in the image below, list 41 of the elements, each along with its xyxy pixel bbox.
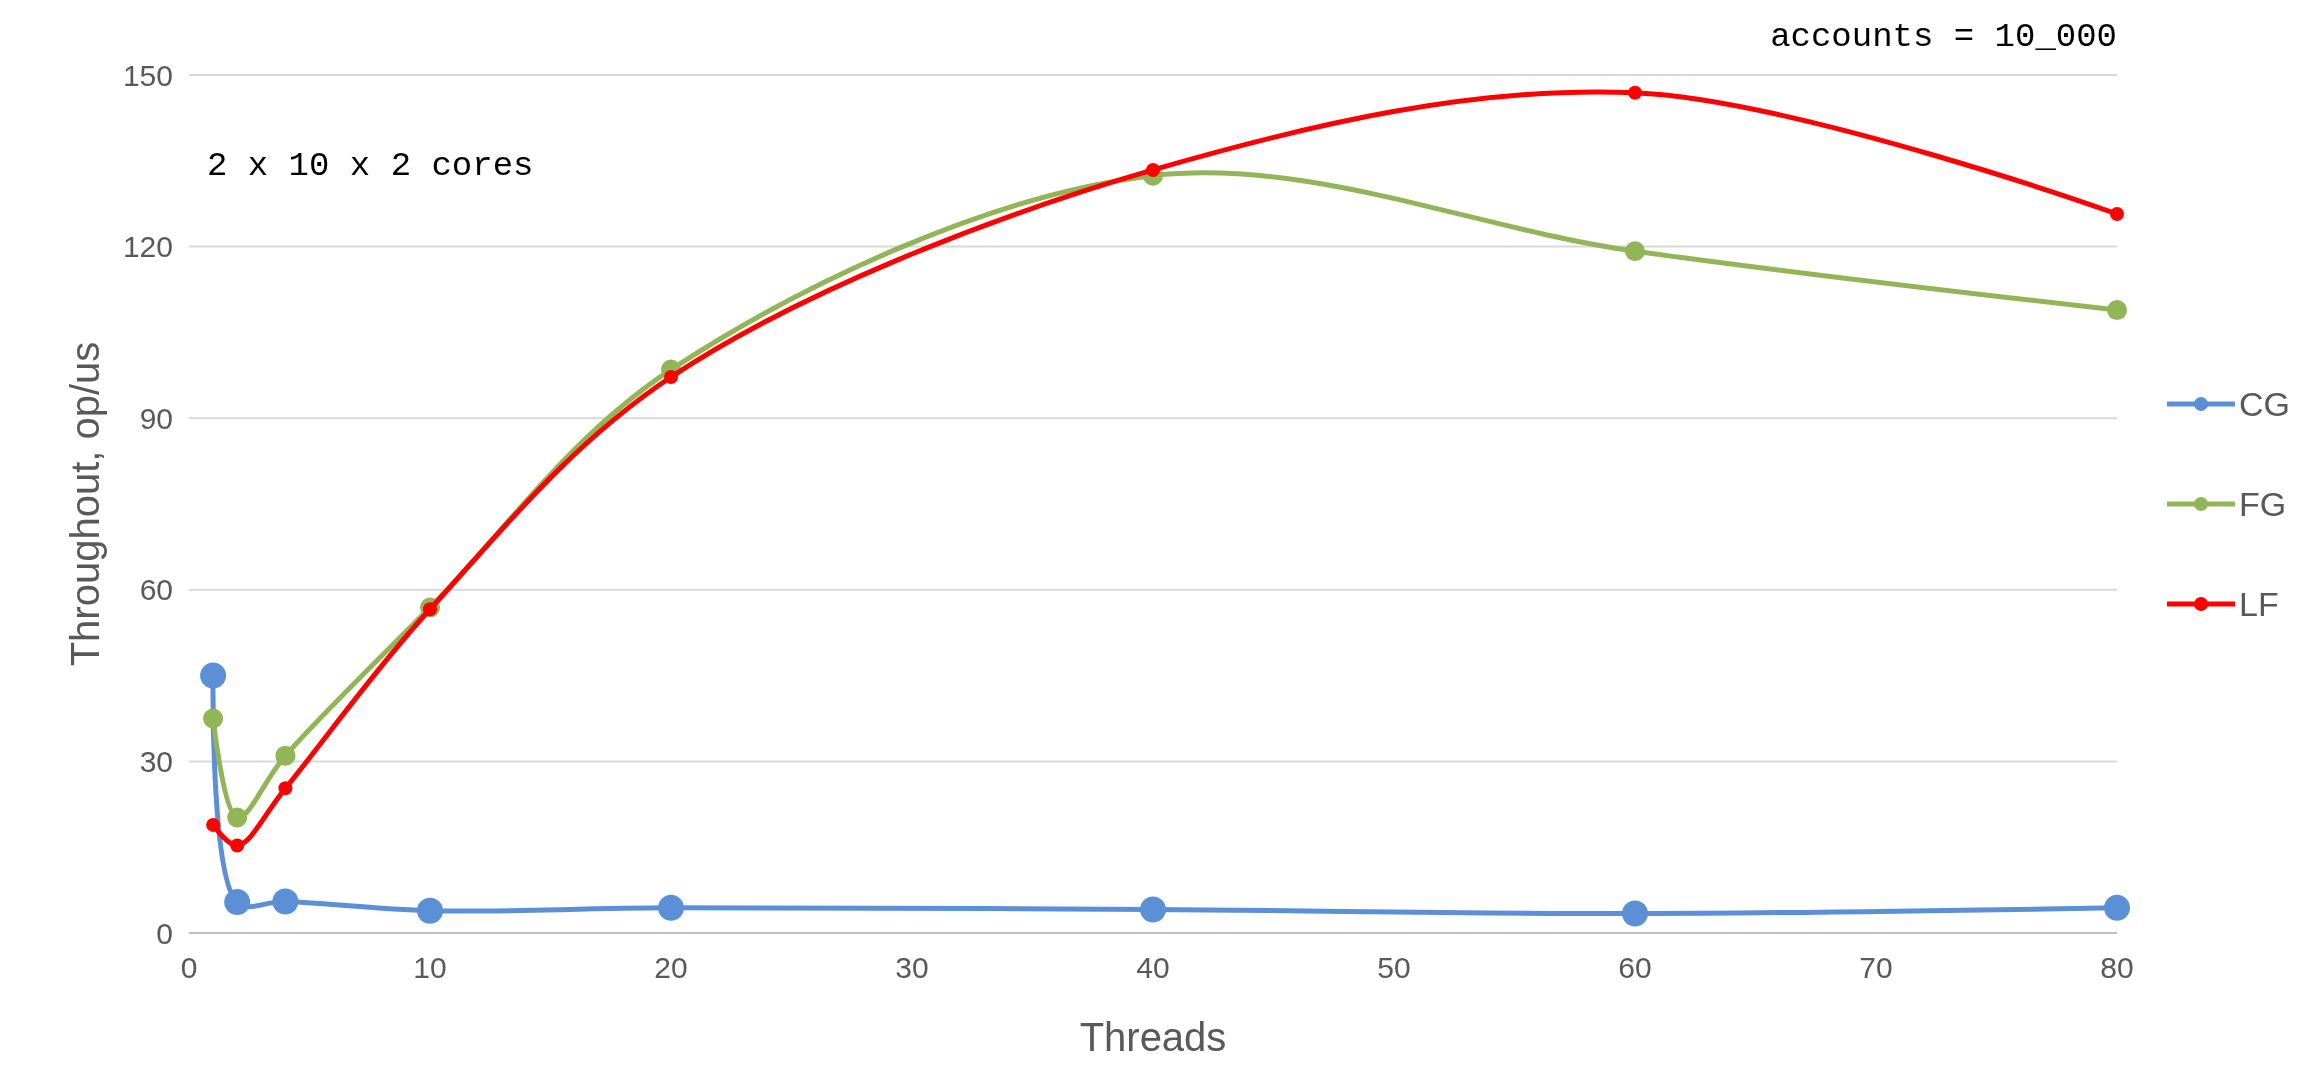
point [2107, 300, 2127, 321]
x-tick-label: 20 [654, 951, 688, 984]
point [230, 838, 245, 853]
point [203, 708, 224, 729]
point [272, 888, 299, 915]
point [2104, 894, 2130, 921]
y-tick-label: 150 [122, 58, 173, 92]
point [206, 817, 221, 832]
point [2110, 207, 2124, 221]
y-tick-label: 120 [122, 230, 173, 264]
legend-label: LF [2239, 584, 2279, 623]
y-tick-label: 60 [139, 573, 173, 607]
y-tick-label: 90 [139, 401, 173, 435]
y-tick-label: 0 [156, 916, 173, 950]
point [664, 370, 678, 385]
x-axis-title: Threads [1079, 1015, 1227, 1059]
x-tick-label: 0 [180, 951, 198, 984]
y-axis-title: Throughout, op/us [63, 341, 107, 667]
point [278, 781, 293, 796]
annotation: 2 x 10 x 2 cores [207, 147, 534, 185]
point [1628, 85, 1642, 100]
point [658, 894, 684, 921]
point [1625, 241, 1645, 262]
point [1622, 900, 1648, 927]
legend-label: CG [2239, 384, 2290, 423]
x-tick-label: 50 [1377, 951, 1411, 984]
y-tick-label: 30 [139, 744, 173, 778]
point [1140, 896, 1166, 923]
x-tick-label: 70 [1859, 951, 1893, 984]
x-tick-label: 80 [2100, 951, 2134, 984]
x-tick-label: 10 [413, 951, 447, 984]
x-tick-label: 30 [895, 951, 929, 984]
point [275, 745, 296, 766]
x-tick-label: 40 [1136, 951, 1170, 984]
point [417, 897, 443, 924]
legend-label: FG [2239, 484, 2287, 523]
text: accounts = 10_000 [1770, 18, 2117, 56]
point [200, 662, 227, 689]
point [227, 807, 248, 828]
x-tick-label: 60 [1618, 951, 1652, 984]
point [224, 889, 251, 916]
